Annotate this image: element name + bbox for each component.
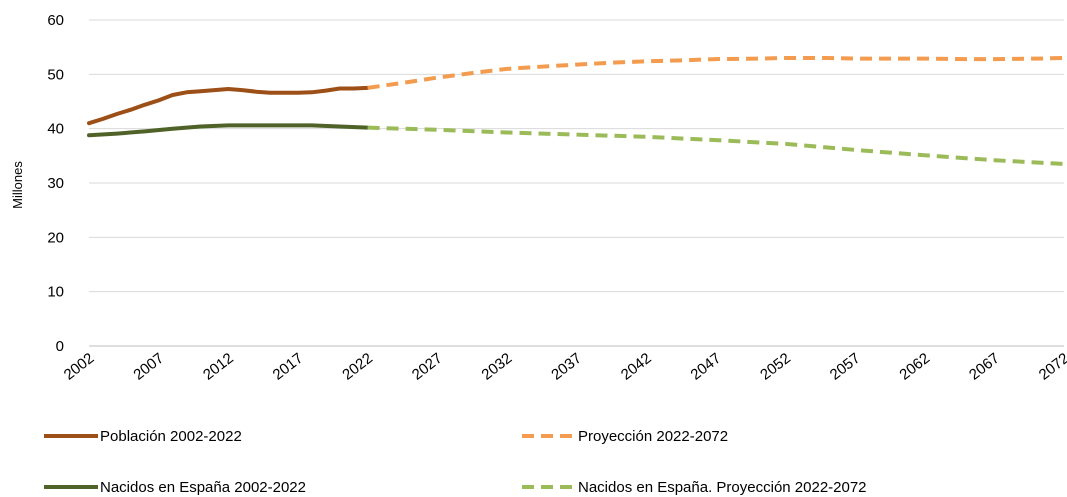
y-tick-label: 20 [47,229,64,246]
x-tick-label: 2062 [896,350,933,384]
series-nacidos-line [87,123,370,138]
x-tick-label: 2057 [827,350,864,384]
x-tick-label: 2022 [339,350,376,384]
y-tick-label: 0 [56,338,64,355]
y-tick-label: 40 [47,121,64,138]
legend-label-proyeccion: Proyección 2022-2072 [578,428,728,445]
y-tick-label: 30 [47,175,64,192]
y-axis-title: Millones [10,161,25,209]
y-tick-label: 50 [47,66,64,83]
x-axis-tick-labels: 2002 2007 2012 2017 2022 2027 2032 2037 2042 2047… [61,350,1067,384]
gridlines [89,19,1064,347]
x-tick-label: 2067 [966,350,1003,384]
y-tick-label: 60 [47,12,64,29]
legend-label-nacidos-proyeccion: Nacidos en España. Proyección 2022-2072 [578,479,867,496]
x-tick-label: 2047 [687,350,724,384]
x-tick-label: 2012 [200,350,237,384]
x-tick-label: 2017 [270,350,307,384]
legend-label-nacidos: Nacidos en España 2002-2022 [100,479,306,496]
legend-label-poblacion: Población 2002-2022 [100,428,242,445]
x-tick-label: 2037 [548,350,585,384]
legend: Población 2002-2022 Proyección 2022-2072… [44,428,867,496]
x-tick-label: 2052 [757,350,794,384]
x-tick-label: 2002 [61,350,98,384]
series-nacidos-proyeccion-line [367,125,1065,166]
series-proyeccion-line [367,56,1065,90]
x-tick-label: 2007 [130,350,167,384]
x-tick-label: 2027 [409,350,446,384]
y-tick-label: 10 [47,284,64,301]
y-axis-tick-labels: 0 10 20 30 40 50 60 [47,12,64,355]
x-tick-label: 2072 [1036,350,1067,384]
data-series [87,56,1065,166]
series-poblacion-line [87,85,370,126]
x-tick-label: 2042 [618,350,655,384]
x-tick-label: 2032 [479,350,516,384]
